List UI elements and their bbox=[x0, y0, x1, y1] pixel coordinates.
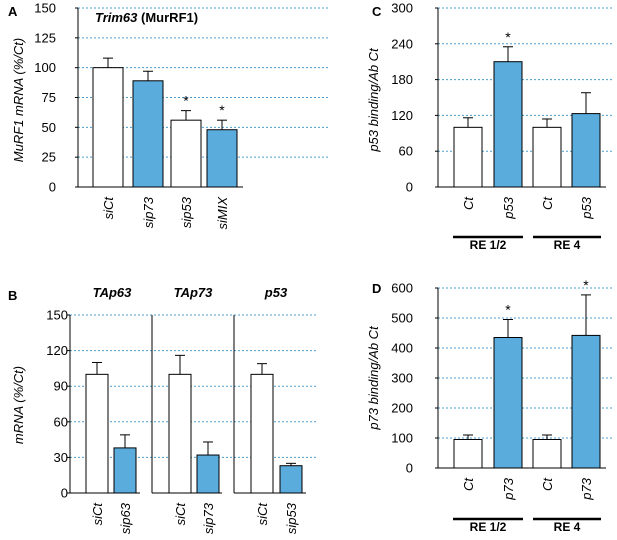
bar-d-2 bbox=[532, 439, 562, 469]
y-tick-label: 50 bbox=[42, 120, 56, 135]
x-category-label: p73 bbox=[501, 477, 516, 500]
x-category-label: siCt bbox=[173, 502, 188, 526]
y-tick-label: 25 bbox=[42, 150, 56, 165]
y-tick-label: 200 bbox=[391, 401, 413, 416]
panel-c-ylabel: p53 binding/Ab Ct bbox=[366, 47, 381, 153]
bar-c-2 bbox=[532, 126, 562, 188]
y-tick-label: 600 bbox=[391, 281, 413, 296]
x-category-label: Ct bbox=[461, 477, 476, 491]
panel-a-ylabel: MuRF1 mRNA (%/Ct) bbox=[11, 38, 26, 162]
y-tick-label: 90 bbox=[54, 379, 68, 394]
charts-layer: 0 25 50 75 100 125 150 siCt sip73 * sip53 * siMIX 0 60… bbox=[34, 1, 612, 534]
x-category-label: p53 bbox=[501, 196, 516, 219]
bar-d-3 bbox=[571, 334, 601, 469]
bar-c-3 bbox=[571, 113, 601, 188]
panel-d-group-re4: RE 4 bbox=[554, 520, 581, 534]
bar-b-0-0 bbox=[85, 373, 109, 494]
panel-b-title-p53: p53 bbox=[264, 285, 288, 300]
bar-b-0-1 bbox=[113, 447, 137, 494]
bar-b-1-1 bbox=[196, 454, 220, 494]
y-tick-label: 300 bbox=[391, 1, 413, 16]
panel-letter-d: D bbox=[372, 281, 381, 296]
y-tick-label: 180 bbox=[391, 72, 413, 87]
panel-letter-b: B bbox=[8, 288, 17, 303]
x-category-label: sip53 bbox=[179, 196, 194, 228]
y-tick-label: 300 bbox=[391, 371, 413, 386]
bar-b-2-0 bbox=[250, 373, 274, 494]
x-category-label: sip53 bbox=[284, 502, 299, 534]
y-tick-label: 240 bbox=[391, 36, 413, 51]
panel-d-ylabel: p73 binding/Ab Ct bbox=[366, 325, 381, 431]
x-category-label: siCt bbox=[90, 502, 105, 526]
bar-b-1-0 bbox=[168, 373, 192, 494]
significance-star: * bbox=[505, 29, 511, 45]
panel-letter-a: A bbox=[8, 4, 18, 19]
y-tick-label: 0 bbox=[406, 180, 413, 195]
panel-a-title-gene: Trim63 bbox=[95, 10, 138, 25]
bar-a-0 bbox=[92, 67, 124, 188]
bar-a-2 bbox=[170, 119, 202, 188]
x-category-label: siCt bbox=[255, 502, 270, 526]
y-tick-label: 30 bbox=[54, 450, 68, 465]
y-tick-label: 0 bbox=[406, 461, 413, 476]
panel-b-title-tap73: TAp73 bbox=[174, 285, 214, 300]
bar-d-0 bbox=[453, 439, 483, 469]
bar-a-3 bbox=[206, 129, 238, 188]
panel-a-title-protein: (MurRF1) bbox=[137, 10, 198, 25]
x-category-label: sip73 bbox=[141, 196, 156, 228]
y-tick-label: 400 bbox=[391, 341, 413, 356]
y-tick-label: 100 bbox=[34, 60, 56, 75]
x-category-label: Ct bbox=[540, 196, 555, 210]
x-category-label: Ct bbox=[540, 477, 555, 491]
significance-star: * bbox=[183, 93, 189, 109]
significance-star: * bbox=[219, 102, 225, 118]
y-tick-label: 60 bbox=[399, 144, 413, 159]
panel-b-title-tap63: TAp63 bbox=[93, 285, 133, 300]
y-tick-label: 500 bbox=[391, 311, 413, 326]
x-category-label: sip63 bbox=[118, 502, 133, 534]
y-tick-label: 0 bbox=[49, 180, 56, 195]
x-category-label: siMIX bbox=[215, 196, 230, 230]
x-category-label: p53 bbox=[579, 196, 594, 219]
y-tick-label: 120 bbox=[391, 108, 413, 123]
y-tick-label: 60 bbox=[54, 414, 68, 429]
significance-star: * bbox=[505, 302, 511, 318]
panel-c-group-re4: RE 4 bbox=[554, 238, 581, 252]
panel-letter-c: C bbox=[372, 4, 382, 19]
panel-b-ylabel: mRNA (%/Ct) bbox=[11, 366, 26, 444]
significance-star: * bbox=[583, 277, 589, 293]
bar-d-1 bbox=[493, 337, 523, 469]
y-tick-label: 100 bbox=[391, 431, 413, 446]
y-tick-label: 0 bbox=[61, 486, 68, 501]
y-tick-label: 150 bbox=[46, 308, 68, 323]
y-tick-label: 75 bbox=[42, 90, 56, 105]
panel-a-title: Trim63 (MurRF1) bbox=[95, 10, 198, 25]
bar-c-1 bbox=[493, 61, 523, 188]
x-category-label: Ct bbox=[461, 196, 476, 210]
panel-c-group-re12: RE 1/2 bbox=[470, 238, 507, 252]
y-tick-label: 125 bbox=[34, 30, 56, 45]
x-category-label: sip73 bbox=[201, 502, 216, 534]
panel-d-group-re12: RE 1/2 bbox=[470, 520, 507, 534]
y-tick-label: 120 bbox=[46, 343, 68, 358]
y-tick-label: 150 bbox=[34, 1, 56, 16]
bar-a-1 bbox=[132, 80, 164, 188]
bar-c-0 bbox=[453, 126, 483, 188]
x-category-label: p73 bbox=[579, 477, 594, 500]
bar-b-2-1 bbox=[279, 465, 303, 494]
x-category-label: siCt bbox=[101, 196, 116, 220]
